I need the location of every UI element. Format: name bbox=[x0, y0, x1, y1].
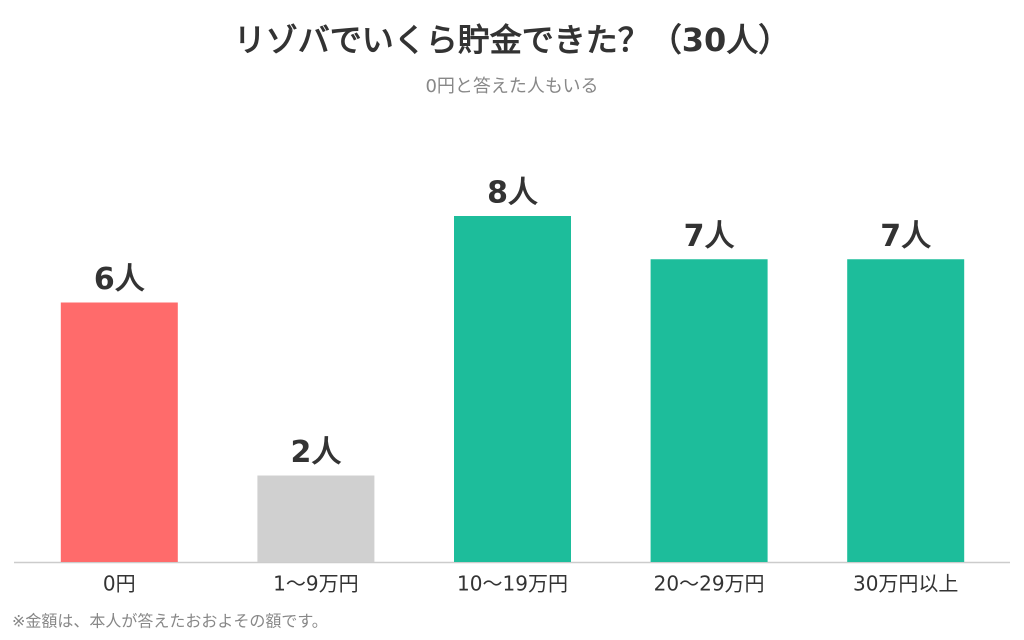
value-label: 8人 bbox=[487, 176, 538, 211]
chart-title: リゾバでいくら貯金できた？（30人） bbox=[234, 21, 791, 59]
x-tick-label: 10〜19万円 bbox=[457, 572, 568, 596]
x-tick-label: 1〜9万円 bbox=[273, 572, 358, 596]
bar bbox=[60, 302, 178, 562]
bar bbox=[257, 475, 375, 562]
chart-subtitle: 0円と答えた人もいる bbox=[425, 76, 598, 97]
x-tick-label: 30万円以上 bbox=[853, 572, 958, 596]
value-label: 7人 bbox=[684, 219, 735, 254]
x-tick-label: 20〜29万円 bbox=[654, 572, 765, 596]
value-label: 6人 bbox=[94, 262, 145, 297]
value-label: 7人 bbox=[880, 219, 931, 254]
bar bbox=[650, 259, 768, 562]
value-label: 2人 bbox=[290, 435, 341, 470]
bar bbox=[847, 259, 965, 562]
footnote: ※金額は、本人が答えたおおよその額です。 bbox=[12, 612, 328, 631]
x-tick-label: 0円 bbox=[103, 572, 136, 596]
bar bbox=[454, 216, 571, 562]
